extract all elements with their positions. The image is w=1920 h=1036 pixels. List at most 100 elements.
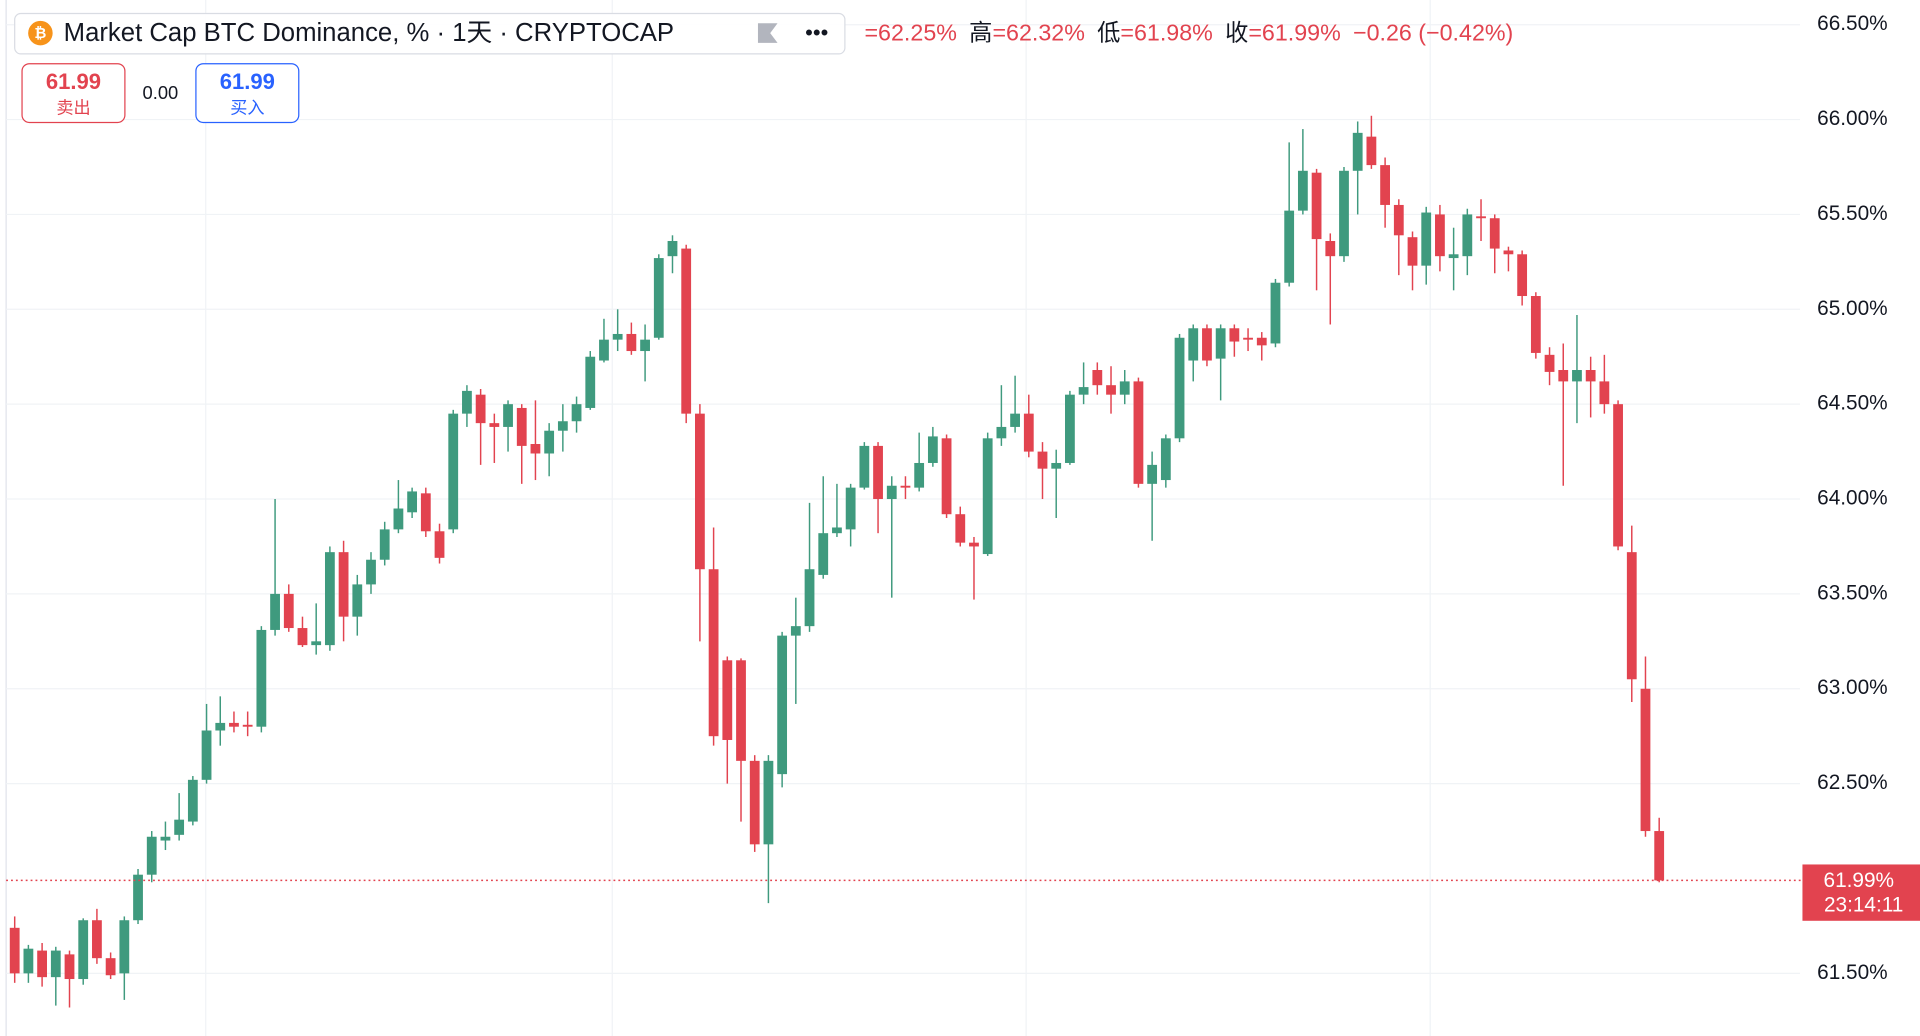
candle-body — [64, 954, 75, 980]
candle-body — [324, 552, 335, 646]
candle-body — [1462, 214, 1473, 257]
candle-body — [804, 569, 815, 627]
candle-body — [338, 552, 349, 617]
candle-body — [832, 527, 842, 534]
buy-button[interactable] — [195, 63, 300, 124]
candle-body — [763, 760, 774, 845]
candle-body — [585, 356, 596, 408]
chart-title: Market Cap BTC Dominance, % · 1天 · CRYPT… — [64, 19, 674, 47]
candle-body — [23, 948, 34, 974]
candle-body — [900, 485, 911, 488]
candle-body — [1202, 328, 1212, 361]
candle-body — [146, 836, 157, 875]
candle-body — [311, 641, 322, 646]
y-tick-label: 61.50% — [1817, 961, 1888, 984]
grid: 61.50% 62.50% 63.00% 63.50% 64.00% 64.50% 65.0… — [6, 12, 1888, 984]
candle-body — [420, 493, 431, 532]
candle-body — [886, 485, 897, 500]
candle-body — [229, 722, 239, 727]
candle-body — [1572, 370, 1582, 382]
candle-body — [1626, 552, 1637, 680]
candle-body — [1256, 337, 1267, 346]
candle-body — [927, 436, 938, 463]
candle-body — [1585, 370, 1596, 382]
candle-body — [1311, 172, 1322, 240]
candle-body — [283, 593, 294, 629]
candle-body — [1613, 404, 1623, 547]
candle-body — [1078, 387, 1089, 395]
candle-body — [1106, 385, 1116, 395]
candle-body — [1133, 381, 1144, 484]
price-tag-label: 61.99% — [1824, 869, 1895, 892]
candle-body — [1640, 688, 1651, 832]
legend-name: 收 — [1225, 19, 1248, 45]
candle-body — [297, 628, 308, 646]
more-icon[interactable]: ••• — [805, 20, 828, 45]
candle-body — [845, 487, 856, 530]
y-tick-label: 64.50% — [1817, 392, 1888, 415]
sell-button[interactable] — [21, 63, 126, 124]
candle-body — [489, 423, 500, 427]
candle-body — [653, 258, 664, 338]
candle-body — [941, 438, 952, 515]
candle-body — [379, 529, 390, 560]
candle-body — [790, 626, 801, 636]
title-box[interactable] — [14, 12, 846, 55]
candle-body — [969, 542, 979, 547]
candle-body — [9, 927, 20, 974]
candle-body — [270, 593, 280, 630]
candle-body — [1366, 136, 1377, 166]
candle-body — [133, 874, 143, 921]
candle-body — [859, 445, 870, 488]
candle-body — [256, 629, 267, 727]
candle-body — [1092, 370, 1103, 386]
candle-body — [50, 950, 61, 978]
candle-body — [557, 421, 568, 431]
candle-body — [1229, 328, 1240, 342]
candle-body — [626, 333, 637, 352]
candle-body — [1448, 254, 1459, 259]
candle-body — [119, 920, 130, 974]
y-tick-label: 65.00% — [1817, 297, 1888, 320]
candle-body — [777, 635, 788, 775]
bitcoin-icon — [28, 20, 53, 46]
candle-body — [996, 426, 1007, 439]
candle-body — [681, 248, 692, 414]
bitcoin-symbol: ₿ — [34, 26, 46, 42]
legend-value: =62.32% — [992, 19, 1084, 45]
y-tick-label: 63.50% — [1817, 581, 1888, 604]
candle-body — [955, 514, 966, 543]
y-tick-label: 64.00% — [1817, 487, 1888, 510]
candle-body — [708, 569, 719, 737]
candle-body — [242, 724, 253, 727]
flag-icon[interactable] — [757, 23, 778, 43]
y-tick-label: 66.00% — [1817, 107, 1888, 130]
candle-body — [92, 920, 102, 959]
candle-body — [1339, 170, 1349, 257]
spread: 0.00 — [143, 82, 179, 103]
candle-body — [1476, 216, 1486, 219]
candle-body — [105, 958, 116, 976]
candle-body — [1160, 438, 1171, 481]
legend-value: =61.98% — [1120, 19, 1212, 45]
candle-body — [393, 508, 404, 530]
candle-body — [736, 660, 746, 761]
y-tick-label: 63.00% — [1817, 676, 1888, 699]
candle-body — [1393, 204, 1404, 236]
candle-body — [667, 240, 678, 257]
y-tick-label: 62.50% — [1817, 771, 1888, 794]
candle-body — [1503, 250, 1514, 255]
candle-body — [37, 950, 47, 978]
candle-body — [1270, 282, 1281, 344]
candle-body — [695, 413, 705, 570]
candle-body — [516, 407, 527, 446]
overlay: ₿ Market Cap BTC Dominance, % · 1天 · CRY… — [14, 12, 1513, 124]
candle-body — [1530, 296, 1541, 353]
candle-body — [1435, 214, 1445, 257]
candle-body — [215, 722, 226, 731]
candle-body — [530, 444, 541, 454]
candle-body — [503, 404, 513, 427]
candle-body — [434, 531, 445, 558]
